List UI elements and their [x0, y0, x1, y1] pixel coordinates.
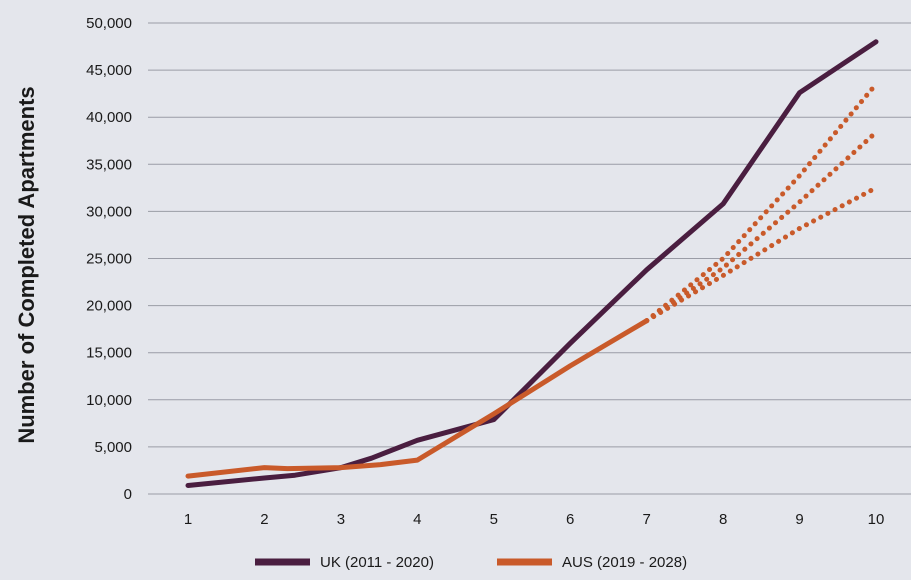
legend-label: UK (2011 - 2020) — [320, 554, 434, 571]
y-tick-label: 35,000 — [86, 156, 132, 173]
forecast-series-line — [644, 81, 879, 324]
forecast-series-line — [644, 185, 879, 324]
y-tick-label: 50,000 — [86, 15, 132, 32]
uk-series-line — [185, 39, 879, 488]
forecast-series-line — [644, 129, 879, 324]
y-axis-title: Number of Completed Apartments — [14, 86, 39, 443]
x-tick-label: 9 — [795, 511, 803, 528]
x-tick-label: 5 — [490, 511, 498, 528]
x-tick-label: 4 — [413, 511, 421, 528]
aus-series-line — [185, 318, 650, 479]
y-tick-label: 40,000 — [86, 109, 132, 126]
y-tick-labels: 0 5,000 10,000 15,000 20,000 25,000 30,000 35,0… — [86, 15, 132, 503]
y-tick-label: 30,000 — [86, 203, 132, 220]
legend: UK (2011 - 2020) AUS (2019 - 2028) — [255, 554, 687, 571]
x-tick-label: 7 — [642, 511, 650, 528]
y-tick-label: 45,000 — [86, 62, 132, 79]
x-tick-label: 3 — [337, 511, 345, 528]
x-tick-label: 8 — [719, 511, 727, 528]
y-tick-label: 5,000 — [94, 439, 132, 456]
series-lines — [185, 39, 879, 488]
y-tick-label: 25,000 — [86, 251, 132, 268]
y-tick-label: 15,000 — [86, 345, 132, 362]
legend-label: AUS (2019 - 2028) — [562, 554, 687, 571]
y-tick-label: 10,000 — [86, 392, 132, 409]
x-tick-label: 2 — [260, 511, 268, 528]
gridlines — [148, 22, 911, 495]
x-tick-label: 6 — [566, 511, 574, 528]
y-tick-label: 0 — [124, 486, 132, 503]
y-tick-label: 20,000 — [86, 298, 132, 315]
x-tick-label: 10 — [868, 511, 885, 528]
x-tick-labels: 1 2 3 4 5 6 7 8 9 10 — [184, 511, 885, 528]
x-tick-label: 1 — [184, 511, 192, 528]
